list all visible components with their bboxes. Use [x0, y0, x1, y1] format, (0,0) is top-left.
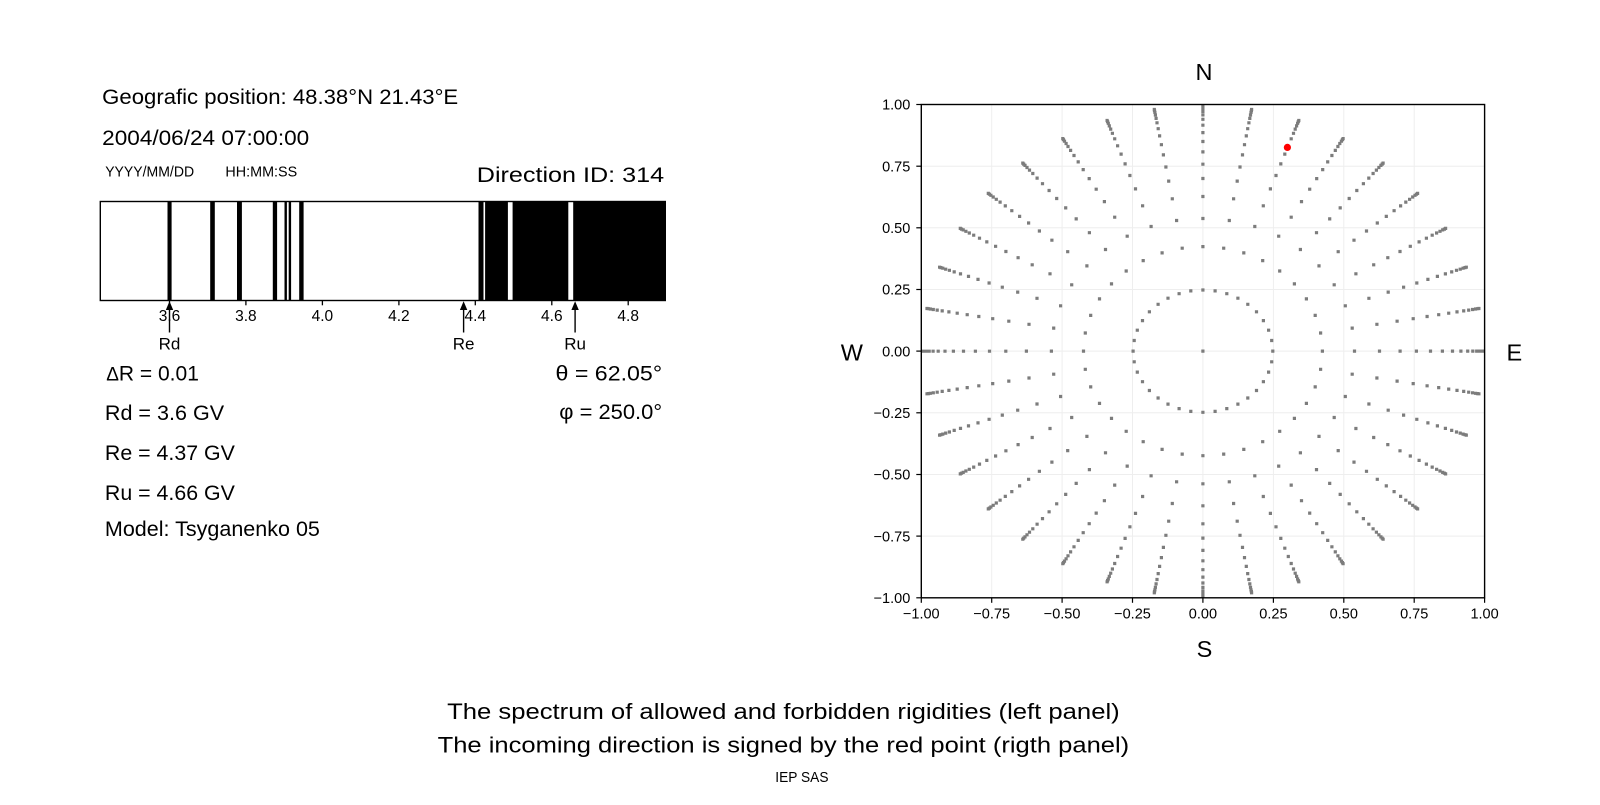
svg-text:Rd = 3.6 GV: Rd = 3.6 GV: [105, 401, 225, 425]
svg-text:Re = 4.37 GV: Re = 4.37 GV: [105, 441, 236, 465]
svg-text:−0.25: −0.25: [874, 406, 911, 422]
svg-text:0.75: 0.75: [1400, 606, 1428, 622]
svg-text:−0.75: −0.75: [973, 606, 1010, 622]
svg-text:−0.25: −0.25: [1114, 606, 1151, 622]
svg-text:−1.00: −1.00: [874, 591, 911, 607]
svg-text:3.8: 3.8: [235, 308, 257, 325]
svg-text:R = 0.01: R = 0.01: [119, 362, 199, 386]
svg-text:−0.50: −0.50: [1044, 606, 1081, 622]
svg-text:0.00: 0.00: [1189, 606, 1217, 622]
svg-text:0.50: 0.50: [1330, 606, 1358, 622]
svg-text:4.2: 4.2: [388, 308, 410, 325]
svg-text:IEP SAS: IEP SAS: [775, 769, 828, 786]
svg-text:4.6: 4.6: [541, 308, 563, 325]
svg-text:YYYY/MM/DD: YYYY/MM/DD: [105, 164, 194, 180]
svg-text:1.00: 1.00: [882, 98, 910, 114]
svg-text:Rd: Rd: [159, 334, 181, 353]
svg-text:4.0: 4.0: [312, 308, 334, 325]
svg-text:0.50: 0.50: [882, 221, 910, 237]
svg-text:E: E: [1507, 339, 1523, 365]
svg-text:φ = 250.0°: φ = 250.0°: [559, 400, 662, 424]
svg-text:−0.75: −0.75: [874, 529, 911, 545]
svg-text:0.00: 0.00: [882, 344, 910, 360]
svg-text:W: W: [841, 339, 864, 365]
svg-text:Model: Tsyganenko 05: Model: Tsyganenko 05: [105, 517, 320, 541]
svg-text:Ru: Ru: [564, 334, 586, 353]
svg-text:1.00: 1.00: [1470, 606, 1498, 622]
svg-text:Direction ID: 314: Direction ID: 314: [477, 164, 665, 187]
svg-text:4.4: 4.4: [465, 308, 487, 325]
svg-text:N: N: [1196, 59, 1213, 85]
svg-text:S: S: [1197, 636, 1213, 662]
svg-text:Ru = 4.66 GV: Ru = 4.66 GV: [105, 481, 236, 505]
svg-text:Re: Re: [453, 334, 475, 353]
svg-text:2004/06/24 07:00:00: 2004/06/24 07:00:00: [102, 126, 309, 150]
svg-text:Δ: Δ: [106, 365, 119, 386]
svg-text:The incoming direction is sign: The incoming direction is signed by the …: [438, 733, 1130, 758]
svg-text:HH:MM:SS: HH:MM:SS: [225, 164, 297, 180]
svg-text:4.8: 4.8: [617, 308, 639, 325]
svg-text:−1.00: −1.00: [903, 606, 940, 622]
svg-text:0.25: 0.25: [1259, 606, 1287, 622]
svg-text:θ = 62.05°: θ = 62.05°: [556, 362, 663, 386]
svg-text:Geografic position: 48.38°N 21: Geografic position: 48.38°N 21.43°E: [102, 85, 458, 109]
svg-text:−0.50: −0.50: [874, 468, 911, 484]
svg-text:0.25: 0.25: [882, 283, 910, 299]
svg-text:The spectrum of allowed and fo: The spectrum of allowed and forbidden ri…: [447, 699, 1120, 724]
svg-text:0.75: 0.75: [882, 159, 910, 175]
